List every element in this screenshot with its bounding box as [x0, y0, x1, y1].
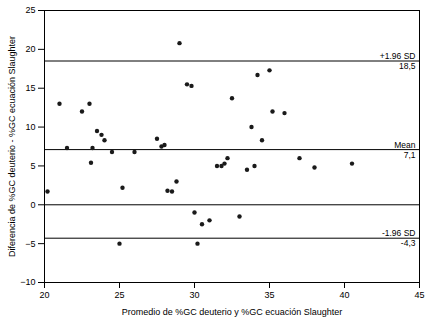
svg-text:18,5: 18,5 — [399, 61, 416, 71]
svg-text:35: 35 — [264, 290, 274, 300]
svg-text:Promedio de %GC deuterio y %GC: Promedio de %GC deuterio y %GC ecuación … — [122, 307, 343, 317]
svg-text:15: 15 — [25, 83, 35, 93]
svg-text:25: 25 — [25, 5, 35, 15]
svg-text:5: 5 — [30, 161, 35, 171]
svg-text:Diferencia de %GC deuterio - %: Diferencia de %GC deuterio - %GC ecuació… — [7, 36, 17, 257]
svg-text:−5: −5 — [25, 239, 35, 249]
svg-text:-4,3: -4,3 — [401, 238, 416, 248]
svg-text:+1.96 SD: +1.96 SD — [380, 51, 416, 61]
svg-text:7,1: 7,1 — [404, 150, 416, 160]
svg-text:20: 20 — [25, 44, 35, 54]
svg-text:−10: −10 — [20, 277, 35, 287]
svg-text:40: 40 — [339, 290, 349, 300]
svg-text:20: 20 — [39, 290, 49, 300]
svg-text:Mean: Mean — [394, 140, 416, 150]
svg-text:0: 0 — [30, 200, 35, 210]
svg-text:25: 25 — [114, 290, 124, 300]
svg-text:30: 30 — [189, 290, 199, 300]
svg-text:10: 10 — [25, 122, 35, 132]
svg-text:-1.96 SD: -1.96 SD — [382, 228, 416, 238]
svg-text:45: 45 — [414, 290, 424, 300]
